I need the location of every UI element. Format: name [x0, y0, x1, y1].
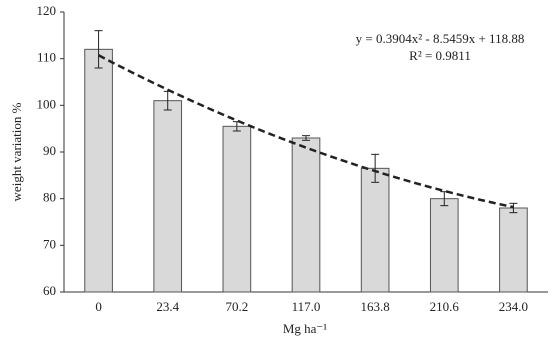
bar [153, 100, 183, 293]
y-tick-label: 60 [43, 283, 56, 298]
y-tick-label: 110 [37, 50, 56, 65]
r-squared: R² = 0.9811 [409, 48, 471, 63]
x-axis-label: Mg ha⁻¹ [283, 321, 327, 336]
bar [222, 125, 252, 293]
x-tick-label: 23.4 [156, 299, 179, 314]
y-tick-label: 90 [43, 143, 56, 158]
bar [499, 207, 528, 293]
x-tick-label: 117.0 [292, 299, 321, 314]
y-tick-label: 120 [37, 3, 57, 18]
y-tick-label: 80 [43, 190, 56, 205]
bar [291, 137, 321, 293]
x-tick-label: 163.8 [361, 299, 390, 314]
y-tick-label: 70 [43, 236, 56, 251]
x-tick-label: 210.6 [430, 299, 460, 314]
bar [429, 198, 459, 293]
x-tick-label: 0 [95, 299, 102, 314]
bar [360, 167, 390, 293]
x-tick-label: 234.0 [499, 299, 528, 314]
y-axis-label: weight variation % [9, 102, 24, 201]
y-tick-label: 100 [37, 96, 57, 111]
x-tick-label: 70.2 [225, 299, 248, 314]
trendline [97, 54, 514, 209]
bar [84, 48, 113, 293]
trend-equation: y = 0.3904x² - 8.5459x + 118.88 [356, 31, 525, 46]
